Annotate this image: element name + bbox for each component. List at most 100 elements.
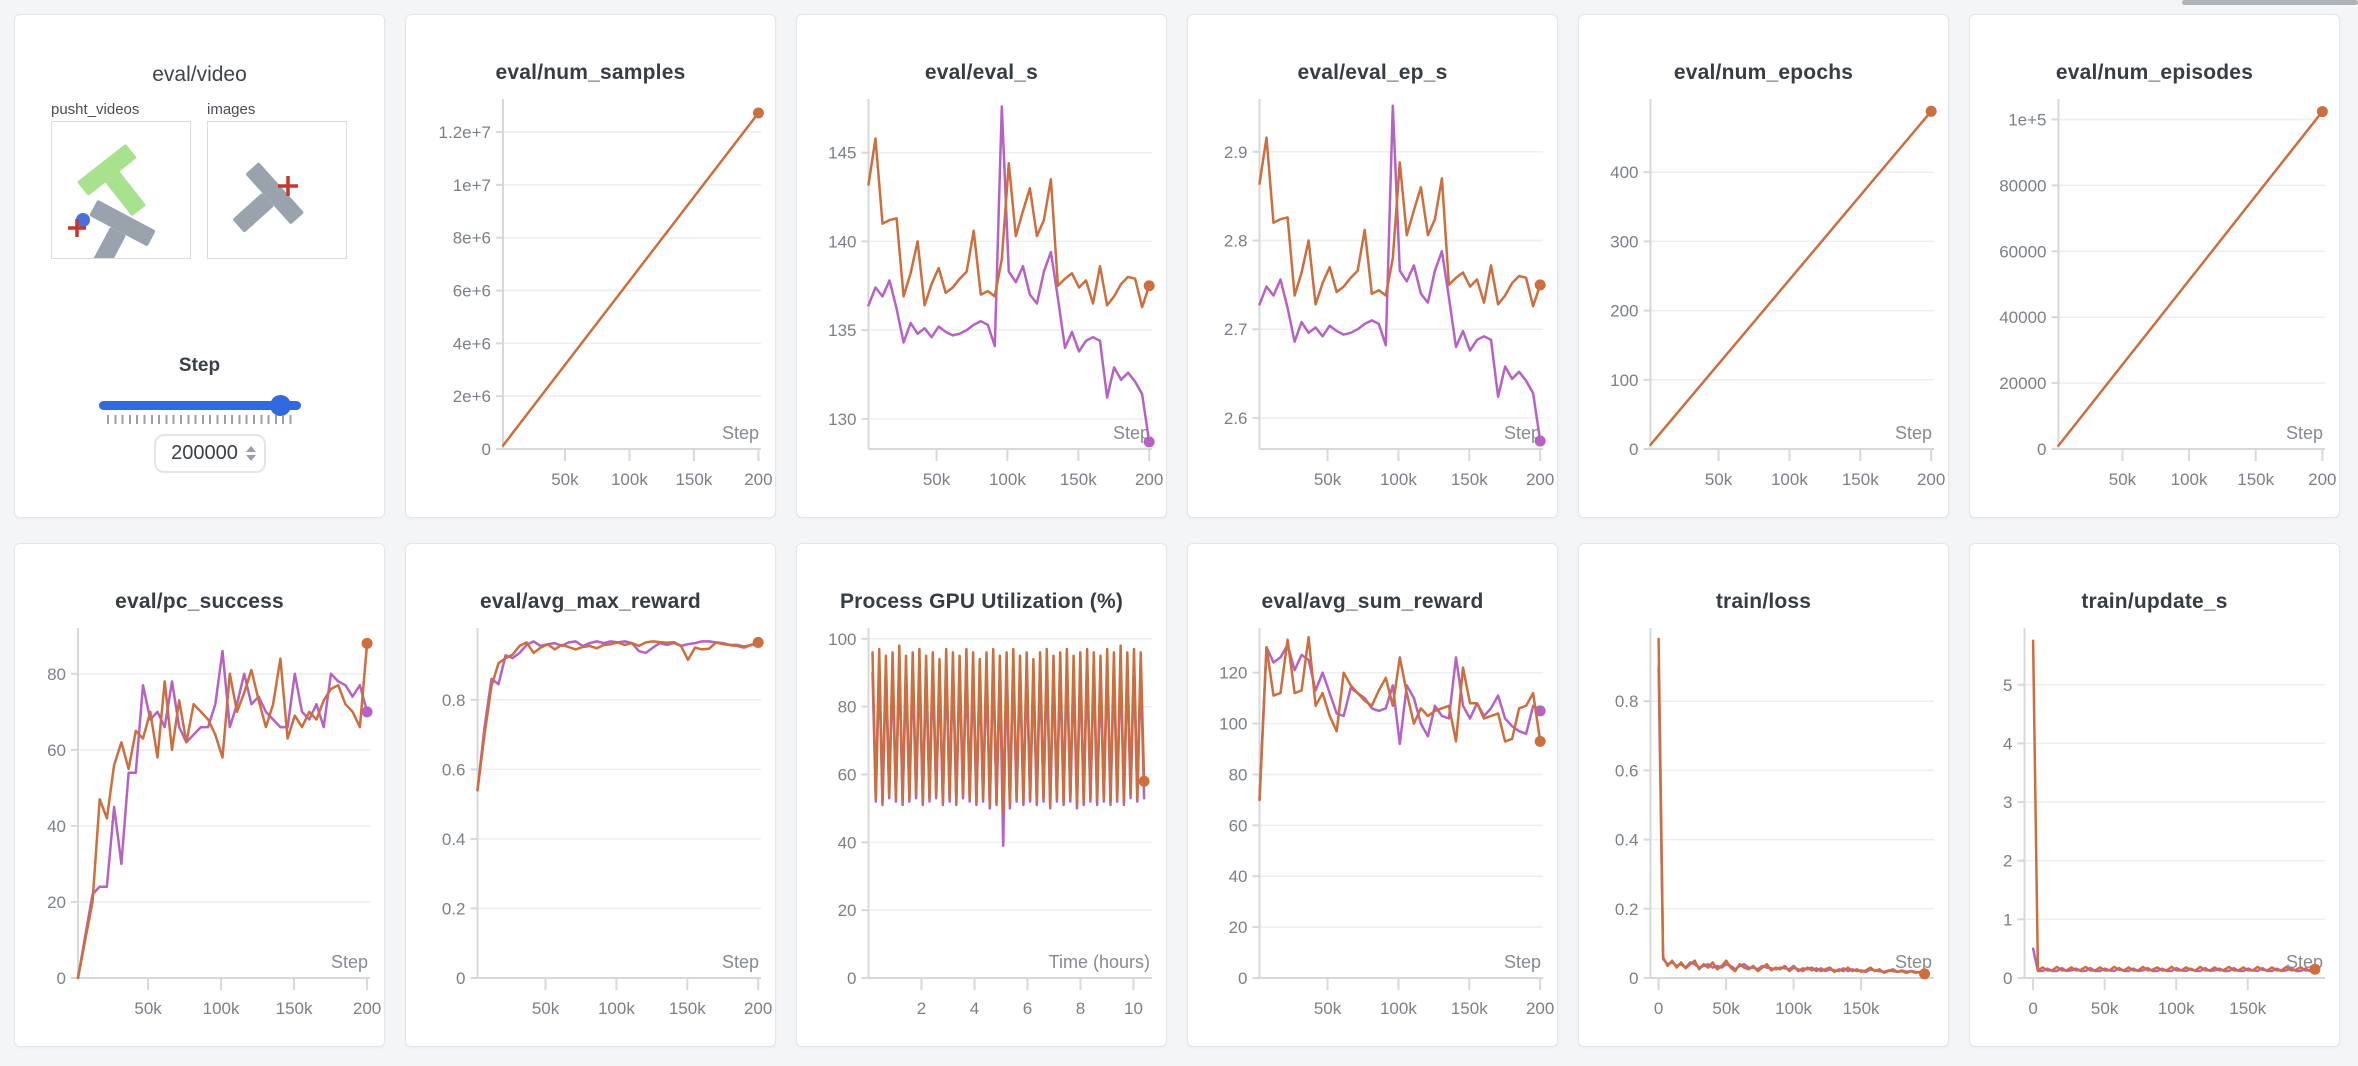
series-line-purple: [867, 105, 1151, 444]
x-tick-label: 0: [2028, 999, 2037, 1018]
x-tick-label: 150k: [1451, 470, 1488, 489]
chart-panel-eval-eval-s[interactable]: eval/eval_s 130 135 140 145 50k 100k 150k 200 St…: [796, 14, 1167, 518]
y-tick-label: 40: [838, 833, 857, 852]
x-tick-label: 2: [917, 999, 926, 1018]
chart-canvas: 0 0.2 0.4 0.6 0.8 50k 100k 150k 200 Step: [442, 628, 772, 1018]
y-tick-label: 2: [2003, 852, 2012, 871]
step-value-input[interactable]: [164, 442, 245, 465]
stepper-up-icon[interactable]: [245, 446, 256, 452]
x-tick-label: 200: [1526, 470, 1554, 489]
y-tick-label: 200: [1610, 302, 1638, 321]
chart-panel-train-update-s[interactable]: train/update_s 0 1 2 3 4 5 0 50k 100k 150k Step: [1969, 543, 2340, 1047]
x-tick-label: 50k: [2091, 999, 2119, 1018]
series-line-purple: [1258, 643, 1542, 802]
y-tick-label: 1: [2003, 910, 2012, 929]
chart-panel-train-loss[interactable]: train/loss 0 0.2 0.4 0.6 0.8 0 50k 100k 150k Step: [1578, 543, 1949, 1047]
y-tick-label: 145: [828, 144, 856, 163]
chart-panel-eval-eval-ep-s[interactable]: eval/eval_ep_s 2.6 2.7 2.8 2.9 50k 100k 150k 20…: [1187, 14, 1558, 518]
series-line-orange: [501, 111, 760, 447]
pusht-video-thumbnail[interactable]: [51, 121, 191, 269]
series-line-orange: [1258, 635, 1542, 802]
y-tick-label: 20000: [1999, 374, 2046, 393]
series-end-dot-orange: [1925, 105, 1937, 117]
chart-panel-eval-pc-success[interactable]: eval/pc_success 0 20 40 60 80 50k 100k 150k 200 S…: [14, 543, 385, 1047]
y-tick-label: 130: [828, 410, 856, 429]
x-tick-label: 50k: [551, 470, 579, 489]
video-panel[interactable]: eval/video pusht_videos images: [14, 14, 385, 518]
x-tick-label: 6: [1023, 999, 1032, 1018]
x-tick-label: 200: [1135, 470, 1163, 489]
series-end-dot-orange: [1534, 279, 1546, 291]
x-tick-label: 0: [1654, 999, 1663, 1018]
step-slider-track[interactable]: [99, 401, 301, 410]
x-tick-label: 50k: [2109, 470, 2137, 489]
y-tick-label: 40: [1229, 867, 1248, 886]
series-line-orange: [2031, 639, 2317, 972]
y-tick-label: 0: [456, 969, 465, 988]
y-tick-label: 1e+7: [453, 176, 491, 195]
chart-canvas: 2.6 2.7 2.8 2.9 50k 100k 150k 200 Step: [1224, 99, 1554, 489]
chart-title: train/update_s: [2081, 590, 2228, 613]
chart-panel-process-gpu-utilization-[interactable]: Process GPU Utilization (%) 0 20 40 60 80 100…: [796, 543, 1167, 1047]
y-tick-label: 5: [2003, 676, 2012, 695]
step-slider-tick-ruler: [107, 415, 295, 424]
y-tick-label: 0: [2037, 440, 2046, 459]
y-tick-label: 2.6: [1224, 409, 1248, 428]
chart-panel-eval-num-epochs[interactable]: eval/num_epochs 0 100 200 300 400 50k 100k 150k…: [1578, 14, 1949, 518]
chart-canvas: 0 0.2 0.4 0.6 0.8 0 50k 100k 150k Step: [1615, 628, 1934, 1018]
y-tick-label: 120: [1219, 664, 1247, 683]
video-panel-title: eval/video: [152, 63, 247, 86]
series-end-dot-orange: [752, 107, 764, 119]
horizontal-scrollbar-thumb[interactable]: [2182, 0, 2358, 5]
chart-title: train/loss: [1715, 590, 1812, 613]
series-line-purple: [1258, 104, 1542, 443]
chart-panel-eval-avg-max-reward[interactable]: eval/avg_max_reward 0 0.2 0.4 0.6 0.8 50k 100k…: [405, 543, 776, 1047]
y-tick-label: 60: [1229, 816, 1248, 835]
chart-panel-eval-num-episodes[interactable]: eval/num_episodes 0 20000 40000 60000 80000 1…: [1969, 14, 2340, 518]
x-tick-label: 100k: [1380, 999, 1417, 1018]
step-stepper[interactable]: [245, 446, 256, 461]
stepper-down-icon[interactable]: [245, 455, 256, 461]
chart-canvas: 0 20000 40000 60000 80000 1e+5 50k 100k 150k 200 S…: [1999, 99, 2337, 489]
agent-dot-icon: [76, 213, 90, 227]
gray-t-block-icon: [89, 200, 156, 269]
x-tick-label: 50k: [134, 999, 162, 1018]
series-line-orange: [1649, 110, 1933, 447]
x-tick-label: 50k: [923, 470, 951, 489]
series-line-orange: [2057, 110, 2324, 447]
x-tick-label: 150k: [675, 470, 712, 489]
x-tick-label: 150k: [2229, 999, 2266, 1018]
y-tick-label: 2.9: [1224, 143, 1248, 162]
chart-title: Process GPU Utilization (%): [839, 590, 1124, 613]
step-slider-thumb[interactable]: [270, 395, 291, 416]
x-tick-label: 200: [353, 999, 381, 1018]
x-tick-label: 150k: [1060, 470, 1097, 489]
x-axis-label: Step: [1895, 952, 1932, 972]
y-tick-label: 40000: [1999, 308, 2046, 327]
series-end-dot-orange: [1919, 968, 1931, 980]
chart-canvas: 0 2e+6 4e+6 6e+6 8e+6 1e+7 1.2e+7 50k 100k 150k 20…: [439, 99, 773, 489]
series-end-dot-purple: [1534, 705, 1546, 717]
x-tick-label: 200: [744, 470, 772, 489]
y-tick-label: 0.2: [1615, 900, 1639, 919]
media-label-pusht-videos: pusht_videos: [51, 101, 140, 118]
series-line-orange: [867, 137, 1151, 309]
x-axis-label: Step: [2286, 423, 2323, 443]
x-tick-label: 150k: [1842, 470, 1879, 489]
green-t-block-icon: [77, 144, 146, 216]
series-end-dot-purple: [1534, 435, 1546, 447]
images-thumbnail[interactable]: [207, 121, 347, 259]
series-line-orange: [476, 640, 760, 792]
media-label-images: images: [207, 101, 256, 118]
y-tick-label: 20: [1229, 918, 1248, 937]
gray-t-block-icon: [233, 162, 304, 232]
chart-panel-eval-num-samples[interactable]: eval/num_samples 0 2e+6 4e+6 6e+6 8e+6 1e+7 1.…: [405, 14, 776, 518]
series-end-dot-orange: [2309, 963, 2321, 975]
series-end-dot-orange: [1138, 775, 1150, 787]
y-tick-label: 20: [838, 901, 857, 920]
y-tick-label: 0: [2003, 969, 2012, 988]
y-tick-label: 0: [1238, 969, 1247, 988]
y-tick-label: 0.4: [1615, 831, 1639, 850]
chart-panel-eval-avg-sum-reward[interactable]: eval/avg_sum_reward 0 20 40 60 80 100 120 50k 10…: [1187, 543, 1558, 1047]
